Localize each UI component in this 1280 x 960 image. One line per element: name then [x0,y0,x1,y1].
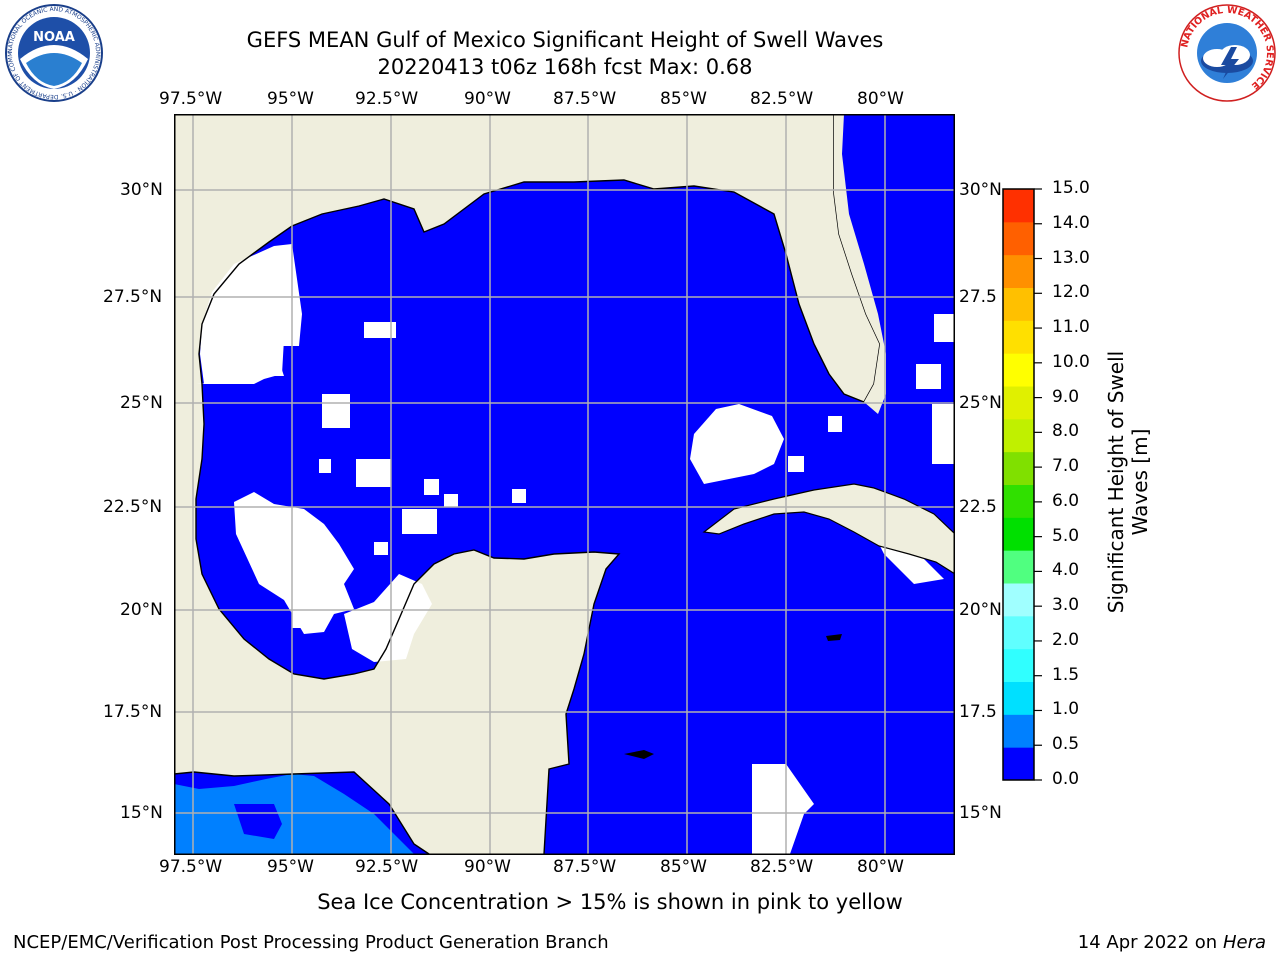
colorbar-tick-label: 12.0 [1052,282,1090,303]
colorbar-tick-label: 13.0 [1052,247,1090,268]
lon-tick-top: 80°W [857,89,904,109]
colorbar-tick-label: 5.0 [1052,525,1080,546]
colorbar-segment [1003,418,1034,453]
map-panel [174,114,955,855]
graticule [174,114,955,855]
colorbar-tick-label: 15.0 [1052,178,1090,198]
colorbar-title: Significant Height of Swell Waves [m] [1104,350,1152,614]
colorbar-tick-label: 9.0 [1052,386,1080,407]
sea-ice-note: Sea Ice Concentration > 15% is shown in … [317,890,903,914]
colorbar-tick-label: 8.0 [1052,421,1080,442]
lat-tick-left: 17.5°N [103,702,163,722]
lat-tick-left: 25°N [120,393,163,413]
colorbar-tick-label: 10.0 [1052,351,1090,372]
lat-tick-left: 22.5°N [103,497,163,517]
gulf-ocean [174,114,955,854]
map-subtitle: 20220413 t06z 168h fcst Max: 0.68 [377,55,753,79]
lon-tick-bottom: 80°W [857,857,904,877]
lon-tick-bottom: 87.5°W [553,857,617,877]
lat-tick-left: 15°N [120,803,163,823]
colorbar-segment [1003,583,1034,617]
colorbar-tick-label: 4.0 [1052,560,1080,581]
lat-tick-left: 30°N [120,180,163,200]
colorbar-tick-label: 7.0 [1052,456,1080,477]
colorbar [1002,188,1042,781]
colorbar-segment [1003,681,1034,715]
colorbar-tick-label: 0.0 [1052,769,1080,789]
lat-tick-right: 30°N [959,180,1002,200]
colorbar-tick-label: 0.5 [1052,734,1080,755]
footer-left: NCEP/EMC/Verification Post Processing Pr… [13,932,609,953]
colorbar-segment [1003,484,1034,518]
gulf-coastline [174,114,881,855]
colorbar-segment [1003,287,1034,321]
lat-tick-right: 22.5 [959,497,997,517]
lon-tick-top: 92.5°W [355,89,419,109]
colorbar-tick-label: 11.0 [1052,317,1090,338]
jamaica [826,634,842,641]
colorbar-segment [1003,320,1034,354]
colorbar-tick-label: 2.0 [1052,629,1080,650]
lat-tick-right: 27.5 [959,287,997,307]
lat-tick-right: 17.5 [959,702,997,722]
lat-tick-left: 20°N [120,600,163,620]
lon-tick-bottom: 85°W [660,857,707,877]
noaa-text: NOAA [33,30,75,45]
lat-tick-right: 25°N [959,393,1002,413]
colorbar-tick-label: 6.0 [1052,490,1080,511]
nws-logo: NATIONAL WEATHER SERVICE [1178,4,1276,102]
colorbar-tick-label: 3.0 [1052,595,1080,616]
footer-right: 14 Apr 2022 on Hera [1077,932,1266,953]
colorbar-segment [1003,189,1034,223]
lon-tick-top: 90°W [464,89,511,109]
lon-tick-bottom: 97.5°W [159,857,223,877]
lon-tick-bottom: 92.5°W [355,857,419,877]
colorbar-segment [1003,254,1034,288]
lon-tick-top: 85°W [660,89,707,109]
footer-host: Hera [1222,932,1266,953]
low-value-patches [196,244,955,854]
colorbar-segment [1003,517,1034,551]
colorbar-segment [1003,353,1034,387]
lat-tick-left: 27.5°N [103,287,163,307]
colorbar-segment [1003,550,1034,584]
colorbar-segment [1003,747,1034,781]
lon-tick-bottom: 90°W [464,857,511,877]
colorbar-segment [1003,648,1034,682]
map-title: GEFS MEAN Gulf of Mexico Significant Hei… [246,28,884,52]
lon-tick-top: 97.5°W [159,89,223,109]
lat-tick-right: 20°N [959,600,1002,620]
florida [834,114,886,414]
lon-tick-bottom: 95°W [267,857,314,877]
higher-swell-area [174,774,414,854]
lon-tick-bottom: 82.5°W [750,857,814,877]
map-frame [174,114,955,855]
lon-tick-top: 95°W [267,89,314,109]
colorbar-tick-label: 14.0 [1052,212,1090,233]
noaa-logo: NATIONAL OCEANIC AND ATMOSPHERIC ADMINIS… [4,3,103,102]
lon-tick-top: 82.5°W [750,89,814,109]
colorbar-segment [1003,221,1034,256]
colorbar-tick-label: 1.0 [1052,699,1080,720]
colorbar-segment [1003,714,1034,748]
colorbar-segment [1003,451,1034,485]
colorbar-segment [1003,386,1034,420]
colorbar-segment [1003,615,1034,650]
lon-tick-top: 87.5°W [553,89,617,109]
colorbar-tick-label: 1.5 [1052,664,1080,685]
lat-tick-right: 15°N [959,803,1002,823]
